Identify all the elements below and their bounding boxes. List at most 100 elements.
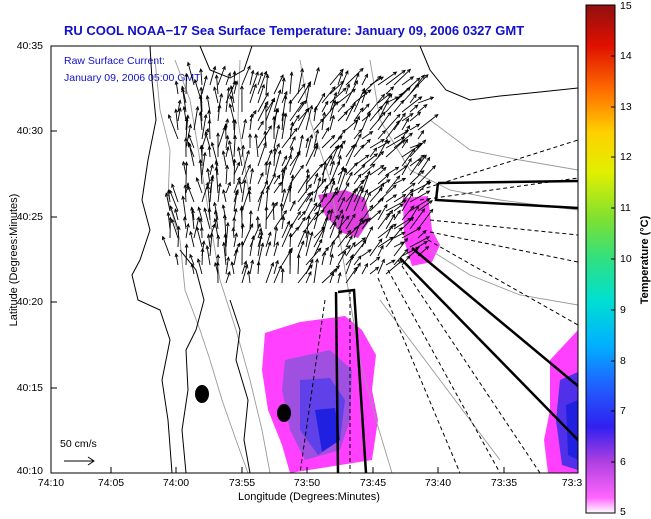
current-vector-head bbox=[297, 210, 301, 216]
current-vector-head bbox=[250, 69, 255, 75]
current-vector bbox=[281, 78, 285, 95]
colorbar-ticks bbox=[611, 4, 615, 463]
current-vector bbox=[305, 191, 314, 203]
current-vector bbox=[229, 104, 235, 122]
current-vector-head bbox=[263, 103, 268, 108]
current-vector-head bbox=[345, 215, 350, 220]
current-vector-head bbox=[309, 133, 314, 139]
current-vector-head bbox=[203, 75, 208, 80]
current-vector-head bbox=[185, 182, 190, 187]
current-vector-head bbox=[361, 87, 366, 93]
current-vector bbox=[289, 136, 296, 149]
current-vector-head bbox=[389, 224, 393, 230]
current-vector bbox=[393, 203, 404, 212]
colorbar-tick-label: 13 bbox=[620, 101, 632, 113]
current-vector bbox=[297, 68, 304, 95]
current-vector bbox=[337, 230, 351, 248]
current-vector bbox=[417, 241, 428, 248]
current-vector bbox=[361, 226, 373, 248]
current-vector-head bbox=[289, 146, 294, 151]
current-vector bbox=[225, 146, 229, 158]
current-vector bbox=[401, 188, 414, 203]
current-vector bbox=[329, 80, 345, 95]
current-vector-head bbox=[205, 127, 210, 133]
current-vector bbox=[169, 190, 179, 212]
current-vector bbox=[281, 216, 285, 230]
current-vector bbox=[297, 211, 306, 221]
x-tick-label: 74:00 bbox=[162, 477, 190, 489]
current-vector bbox=[329, 187, 338, 203]
current-vector-head bbox=[422, 139, 427, 144]
current-vector-head bbox=[339, 144, 344, 149]
current-vector-head bbox=[257, 222, 261, 228]
current-vector bbox=[214, 218, 219, 239]
current-vector bbox=[217, 183, 221, 203]
current-vector-head bbox=[411, 147, 416, 153]
current-vector bbox=[197, 258, 203, 275]
current-vector-head bbox=[274, 107, 279, 113]
current-vector-head bbox=[177, 99, 182, 104]
current-vector-head bbox=[216, 234, 221, 239]
current-vector-head bbox=[314, 172, 319, 178]
current-vector bbox=[249, 84, 257, 104]
current-vector-head bbox=[227, 139, 232, 145]
current-vector-head bbox=[247, 65, 251, 70]
current-vector-head bbox=[183, 137, 188, 142]
current-vector-head bbox=[289, 71, 294, 76]
current-vector-head bbox=[187, 133, 192, 139]
current-vector-head bbox=[206, 167, 210, 173]
current-vector-head bbox=[365, 154, 370, 159]
current-vector-head bbox=[215, 261, 220, 266]
current-vector bbox=[273, 260, 279, 275]
current-vector bbox=[233, 248, 238, 266]
current-vector-head bbox=[260, 120, 264, 125]
current-vector bbox=[377, 139, 388, 158]
current-vector-head bbox=[181, 160, 186, 166]
current-vector bbox=[297, 192, 311, 212]
current-vector bbox=[162, 236, 171, 257]
current-vector-head bbox=[313, 202, 318, 207]
current-vector bbox=[329, 222, 337, 239]
x-tick-label: 73:55 bbox=[228, 477, 256, 489]
current-vector bbox=[264, 131, 267, 149]
current-vector bbox=[313, 209, 325, 221]
current-vector-head bbox=[282, 188, 287, 193]
current-vector bbox=[223, 242, 227, 266]
current-vector-head bbox=[366, 110, 371, 115]
current-vector-head bbox=[306, 214, 311, 220]
current-vector bbox=[167, 212, 171, 230]
current-vector bbox=[265, 98, 275, 113]
current-vector-head bbox=[373, 153, 379, 158]
current-vector-head bbox=[225, 221, 230, 227]
current-vector-head bbox=[288, 154, 292, 159]
current-vector-head bbox=[199, 67, 203, 73]
x-tick-label: 73:3 bbox=[561, 477, 583, 489]
current-vector-head bbox=[202, 151, 207, 157]
current-vector bbox=[361, 74, 368, 86]
current-vector-head bbox=[418, 96, 423, 101]
x-tick-label: 74:10 bbox=[37, 477, 65, 489]
current-vector bbox=[241, 223, 244, 239]
current-vector-head bbox=[227, 181, 231, 186]
current-vector bbox=[361, 217, 371, 230]
current-vector bbox=[305, 232, 313, 257]
current-vector bbox=[273, 182, 282, 194]
current-vector-head bbox=[400, 99, 405, 104]
current-vector bbox=[393, 231, 406, 239]
current-vector-head bbox=[306, 230, 311, 235]
current-vector bbox=[417, 104, 428, 113]
current-vector bbox=[385, 210, 393, 221]
current-vector bbox=[377, 259, 385, 275]
current-vector bbox=[204, 207, 211, 230]
current-vector-head bbox=[255, 70, 259, 76]
current-vector bbox=[289, 200, 296, 212]
current-vector bbox=[257, 172, 264, 185]
current-vector bbox=[321, 178, 335, 194]
current-vector-head bbox=[226, 86, 231, 92]
current-vector-head bbox=[185, 114, 190, 119]
current-vector bbox=[237, 147, 243, 167]
current-vector bbox=[393, 69, 411, 86]
current-vector bbox=[209, 177, 213, 203]
current-vector-head bbox=[331, 114, 335, 120]
current-vector bbox=[222, 189, 227, 203]
